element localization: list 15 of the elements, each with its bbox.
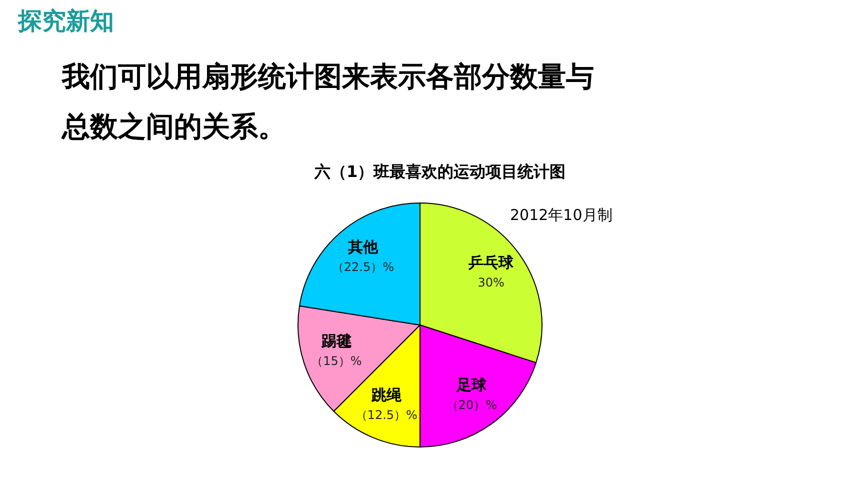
- slice-label: 足球: [456, 376, 488, 394]
- data-label: （20）%: [446, 398, 497, 412]
- slice-label: 踢毽: [320, 332, 352, 350]
- slice-label: 跳绳: [370, 386, 402, 404]
- data-label: 30%: [478, 275, 504, 290]
- text: 我们可以用扇形统计图来表示各部分数量与: [61, 60, 594, 93]
- data-label: （22.5）%: [332, 260, 394, 274]
- text: 探究新知: [17, 7, 114, 35]
- text: 总数之间的关系。: [61, 110, 286, 143]
- chart-title: 六（1）班最喜欢的运动项目统计图: [313, 162, 566, 181]
- slice-label: 乒乓球: [468, 253, 515, 272]
- chart-subtitle: 2012年10月制: [510, 206, 612, 224]
- slice-label: 其他: [346, 238, 379, 256]
- data-label: （12.5）%: [355, 408, 418, 422]
- data-label: （15）%: [311, 354, 362, 368]
